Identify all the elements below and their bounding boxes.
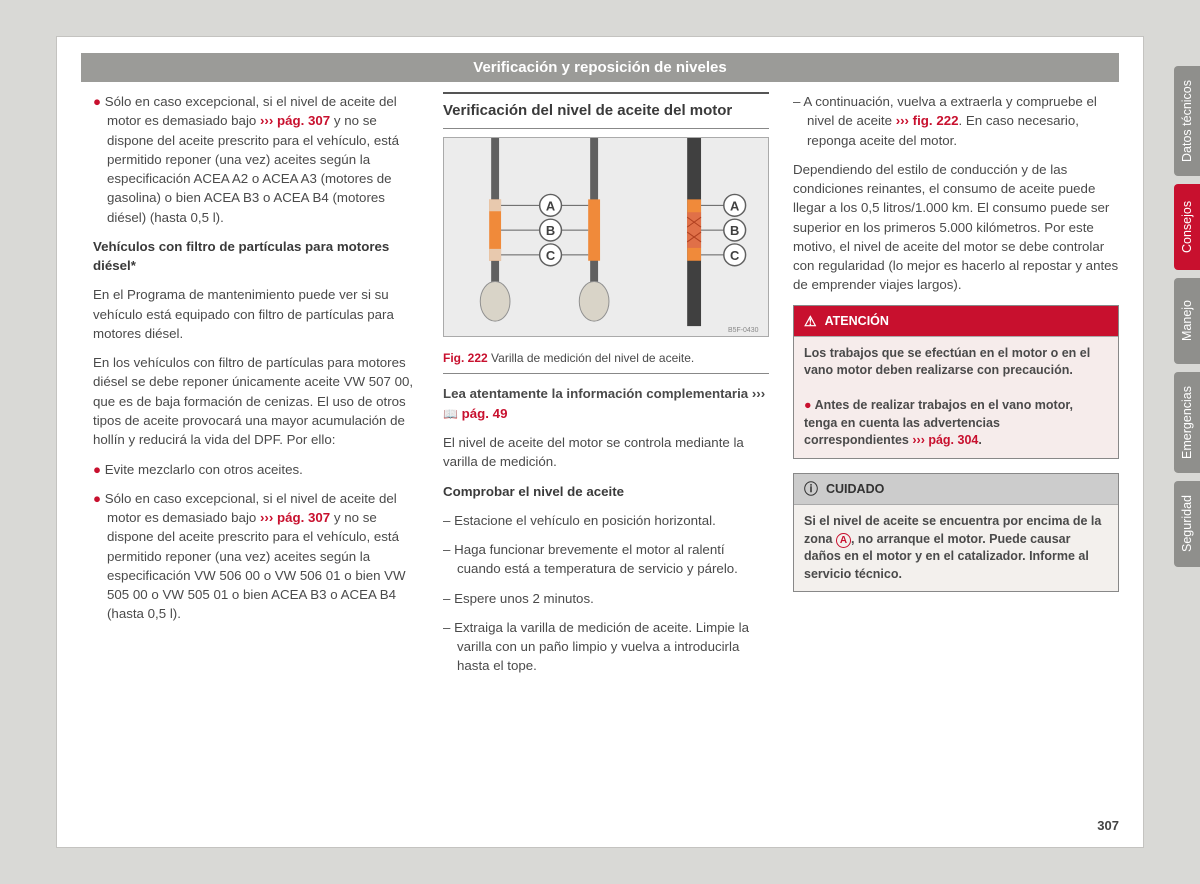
book-icon [443, 406, 458, 421]
column-1: ● Sólo en caso excepcional, si el nivel … [93, 92, 419, 686]
step-4: Extraiga la varilla de medición de aceit… [443, 618, 769, 676]
warning-body: Los trabajos que se efectúan en el motor… [794, 336, 1118, 458]
text: Lea atentamente la información complemen… [443, 386, 765, 401]
col2-subheading: Comprobar el nivel de aceite [443, 482, 769, 501]
warning-header: ATENCIÓN [794, 306, 1118, 336]
page-ref[interactable]: pág. 49 [462, 406, 508, 421]
column-2: Verificación del nivel de aceite del mot… [443, 92, 769, 686]
text: Evite mezclarlo con otros aceites. [105, 462, 303, 477]
tab-consejos[interactable]: Consejos [1174, 184, 1200, 270]
warning-box: ATENCIÓN Los trabajos que se efectúan en… [793, 305, 1119, 459]
col2-p1: El nivel de aceite del motor se controla… [443, 433, 769, 472]
page-ref[interactable]: ››› pág. 307 [260, 113, 330, 128]
svg-text:B: B [546, 223, 555, 238]
figure-number: Fig. 222 [443, 351, 488, 365]
svg-text:C: C [730, 248, 739, 263]
figure-id: B5F-0430 [728, 327, 759, 334]
tab-emergencias[interactable]: Emergencias [1174, 372, 1200, 473]
text: y no se dispone del aceite prescrito par… [107, 510, 406, 621]
bullet-icon: ● [93, 462, 101, 477]
warning-line-2b: . [978, 433, 981, 447]
svg-text:C: C [546, 248, 555, 263]
step-3: Espere unos 2 minutos. [443, 589, 769, 608]
col1-p3: En los vehículos con filtro de partícula… [93, 353, 419, 449]
col1-bullet-2: ● Evite mezclarlo con otros aceites. [93, 460, 419, 479]
col1-bullet-1: ● Sólo en caso excepcional, si el nivel … [93, 92, 419, 227]
bullet-icon: ● [93, 94, 101, 109]
content-columns: ● Sólo en caso excepcional, si el nivel … [57, 92, 1143, 686]
figure-222-dipstick: A B C A B C B5F-0430 [443, 137, 769, 337]
bullet-icon: ● [804, 398, 812, 412]
page-ref[interactable]: ››› pág. 304 [912, 433, 978, 447]
svg-text:A: A [730, 198, 739, 213]
warning-line-1: Los trabajos que se efectúan en el motor… [804, 346, 1090, 378]
tab-manejo[interactable]: Manejo [1174, 278, 1200, 364]
svg-text:B: B [730, 223, 739, 238]
col3-p1: Dependiendo del estilo de conducción y d… [793, 160, 1119, 295]
column-3: A continuación, vuelva a extraerla y com… [793, 92, 1119, 686]
manual-page: Verificación y reposición de niveles ● S… [56, 36, 1144, 848]
svg-text:A: A [546, 198, 555, 213]
text: y no se dispone del aceite prescrito par… [107, 113, 399, 224]
figure-ref[interactable]: ››› fig. 222 [896, 113, 959, 128]
figure-caption-text: Varilla de medición del nivel de aceite. [491, 351, 694, 365]
col1-subheading: Vehículos con filtro de partículas para … [93, 237, 419, 276]
caution-header: CUIDADO [794, 474, 1118, 504]
lead-paragraph: Lea atentamente la información complemen… [443, 384, 769, 423]
side-tabs: Datos técnicos Consejos Manejo Emergenci… [1174, 66, 1200, 567]
col1-p2: En el Programa de mantenimiento puede ve… [93, 285, 419, 343]
page-header: Verificación y reposición de niveles [81, 53, 1119, 82]
bullet-icon: ● [93, 491, 101, 506]
step-5: A continuación, vuelva a extraerla y com… [793, 92, 1119, 150]
caution-title: CUIDADO [826, 480, 884, 498]
figure-caption: Fig. 222 Varilla de medición del nivel d… [443, 346, 769, 374]
page-number: 307 [1097, 818, 1119, 833]
col1-bullet-3: ● Sólo en caso excepcional, si el nivel … [93, 489, 419, 624]
step-1: Estacione el vehículo en posición horizo… [443, 511, 769, 530]
warning-title: ATENCIÓN [825, 312, 889, 330]
caution-box: CUIDADO Si el nivel de aceite se encuent… [793, 473, 1119, 592]
zone-a-icon: A [836, 533, 851, 548]
section-title: Verificación del nivel de aceite del mot… [443, 92, 769, 129]
warning-icon [804, 311, 817, 331]
caution-body: Si el nivel de aceite se encuentra por e… [794, 504, 1118, 591]
tab-seguridad[interactable]: Seguridad [1174, 481, 1200, 567]
step-2: Haga funcionar brevemente el motor al ra… [443, 540, 769, 579]
info-icon [804, 479, 818, 499]
page-ref[interactable]: ››› pág. 307 [260, 510, 330, 525]
tab-datos-tecnicos[interactable]: Datos técnicos [1174, 66, 1200, 176]
